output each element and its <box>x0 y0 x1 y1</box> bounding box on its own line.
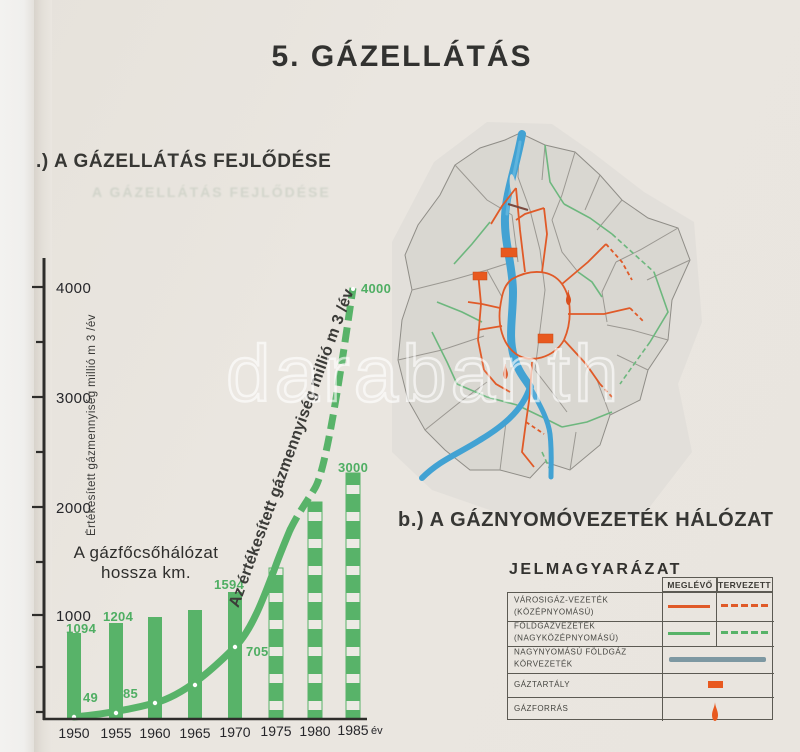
natural-gas-planned-symbol <box>721 631 770 634</box>
xtick-1970: 1970 <box>219 724 251 740</box>
xtick-1960: 1960 <box>139 725 171 741</box>
bar-value-1985: 3000 <box>338 460 369 475</box>
y-axis-label: Értékesített gázmennyiség millió m 3 /év <box>86 314 98 536</box>
line-existing <box>70 526 294 721</box>
page-title: 5. GÁZELLÁTÁS <box>271 40 533 73</box>
ytick-1000: 1000 <box>56 608 92 625</box>
gas-tank-icon <box>708 681 723 688</box>
gas-source-flame-icon <box>711 700 719 726</box>
legend-table: MEGLÉVŐ TERVEZETT VÁROSIGÁZ-VEZETÉK (KÖZ… <box>507 577 774 721</box>
bar-annotation-line1: A gázfőcsőhálózat <box>73 543 219 562</box>
legend-row1-line1: VÁROSIGÁZ-VEZETÉK <box>514 595 609 605</box>
bar-value-1970: 1594 <box>214 577 245 592</box>
bar-annotation-line2: hossza km. <box>101 563 191 583</box>
xtick-1950: 1950 <box>58 725 90 741</box>
legend-row4-line1: GÁZTARTÁLY <box>514 679 571 689</box>
legend-col-tervezett: TERVEZETT <box>716 577 773 592</box>
xtick-1965: 1965 <box>179 725 211 741</box>
city-gas-lines <box>467 187 631 468</box>
line-value-1950: 49 <box>83 690 99 705</box>
legend-row2-line2: (NAGYKÖZÉPNYOMÁSÚ) <box>514 634 619 643</box>
city-gas-planned-symbol <box>721 604 770 607</box>
margaret-island <box>509 174 517 198</box>
bar-value-1955: 1204 <box>103 609 134 624</box>
ytick-3000: 3000 <box>56 390 92 407</box>
high-pressure-ring-symbol <box>669 657 766 662</box>
line-value-1970: 705 <box>246 644 269 659</box>
legend-row3-line2: KÖRVEZETÉK <box>514 660 573 669</box>
section-a-title: .) A GÁZELLÁTÁS FEJLŐDÉSE <box>36 151 332 172</box>
legend-value-col-divider <box>716 593 717 646</box>
legend-row3-line1: NAGYNYOMÁSÚ FÖLDGÁZ <box>514 647 627 657</box>
legend-row-label: GÁZFORRÁS <box>514 703 568 715</box>
budapest-map <box>392 122 702 517</box>
bar-1985-planned <box>345 472 361 720</box>
xtick-1985: 1985 <box>337 722 369 738</box>
legend-row-sep <box>508 621 774 622</box>
bridge-mark <box>507 202 529 212</box>
auction-house-watermark: darabanth <box>225 329 623 418</box>
bar-1960 <box>148 617 162 719</box>
city-gas-lines-planned <box>525 243 645 435</box>
legend-row-sep <box>508 673 774 674</box>
legend-row-label: NAGYNYOMÁSÚ FÖLDGÁZ KÖRVEZETÉK <box>514 647 627 672</box>
xtick-1980: 1980 <box>299 723 331 739</box>
ytick-4000: 4000 <box>56 280 92 297</box>
y-axis-ticks <box>32 285 44 714</box>
gas-development-chart <box>32 258 367 721</box>
gas-source-flame-icons <box>503 290 571 379</box>
bar-1975-planned <box>268 567 284 720</box>
page-edge <box>0 0 34 752</box>
xtick-1955: 1955 <box>100 725 132 741</box>
ytick-2000: 2000 <box>56 500 92 517</box>
legend-label-col-divider <box>662 593 663 721</box>
city-gas-existing-symbol <box>668 605 710 608</box>
legend-row-label: GÁZTARTÁLY <box>514 679 570 691</box>
legend-body: VÁROSIGÁZ-VEZETÉK (KÖZÉPNYOMÁSÚ) FÖLDGÁZ… <box>507 592 774 721</box>
legend-title: JELMAGYARÁZAT <box>509 561 682 578</box>
legend-row5-line1: GÁZFORRÁS <box>514 703 569 713</box>
legend-col-meglevo: MEGLÉVŐ <box>662 577 718 592</box>
legend-row-label: VÁROSIGÁZ-VEZETÉK (KÖZÉPNYOMÁSÚ) <box>514 595 608 620</box>
city-boundary <box>397 132 691 479</box>
legend-row-sep <box>508 697 774 698</box>
bar-1980-planned <box>307 501 323 720</box>
legend-row2-line1: FÖLDGÁZVEZETÉK <box>514 621 596 631</box>
line-value-1985: 4000 <box>361 281 392 296</box>
natural-gas-lines <box>431 144 669 428</box>
natural-gas-existing-symbol <box>668 632 710 635</box>
xtick-1975: 1975 <box>260 723 292 739</box>
bar-1950 <box>67 633 81 719</box>
bar-series-annotation: A gázfőcsőhálózat hossza km. <box>66 543 226 584</box>
x-axis-suffix: év <box>371 725 383 737</box>
bar-1965 <box>188 610 202 719</box>
line-value-1955: 85 <box>123 686 139 701</box>
section-a-ghost-showthrough: A GÁZELLÁTÁS FEJLŐDÉSE <box>92 184 331 200</box>
line-planned <box>286 287 357 532</box>
section-b-title: b.) A GÁZNYOMÓVEZETÉK HÁLÓZAT <box>398 509 774 531</box>
bar-1970 <box>228 592 242 719</box>
legend-row1-line2: (KÖZÉPNYOMÁSÚ) <box>514 608 594 617</box>
bar-1955 <box>109 623 123 719</box>
legend-row-label: FÖLDGÁZVEZETÉK (NAGYKÖZÉPNYOMÁSÚ) <box>514 621 619 646</box>
gas-tank-icons <box>472 247 554 344</box>
bar-series <box>67 472 361 720</box>
legend-row-sep <box>508 646 774 647</box>
bar-value-1950: 1094 <box>66 621 97 636</box>
